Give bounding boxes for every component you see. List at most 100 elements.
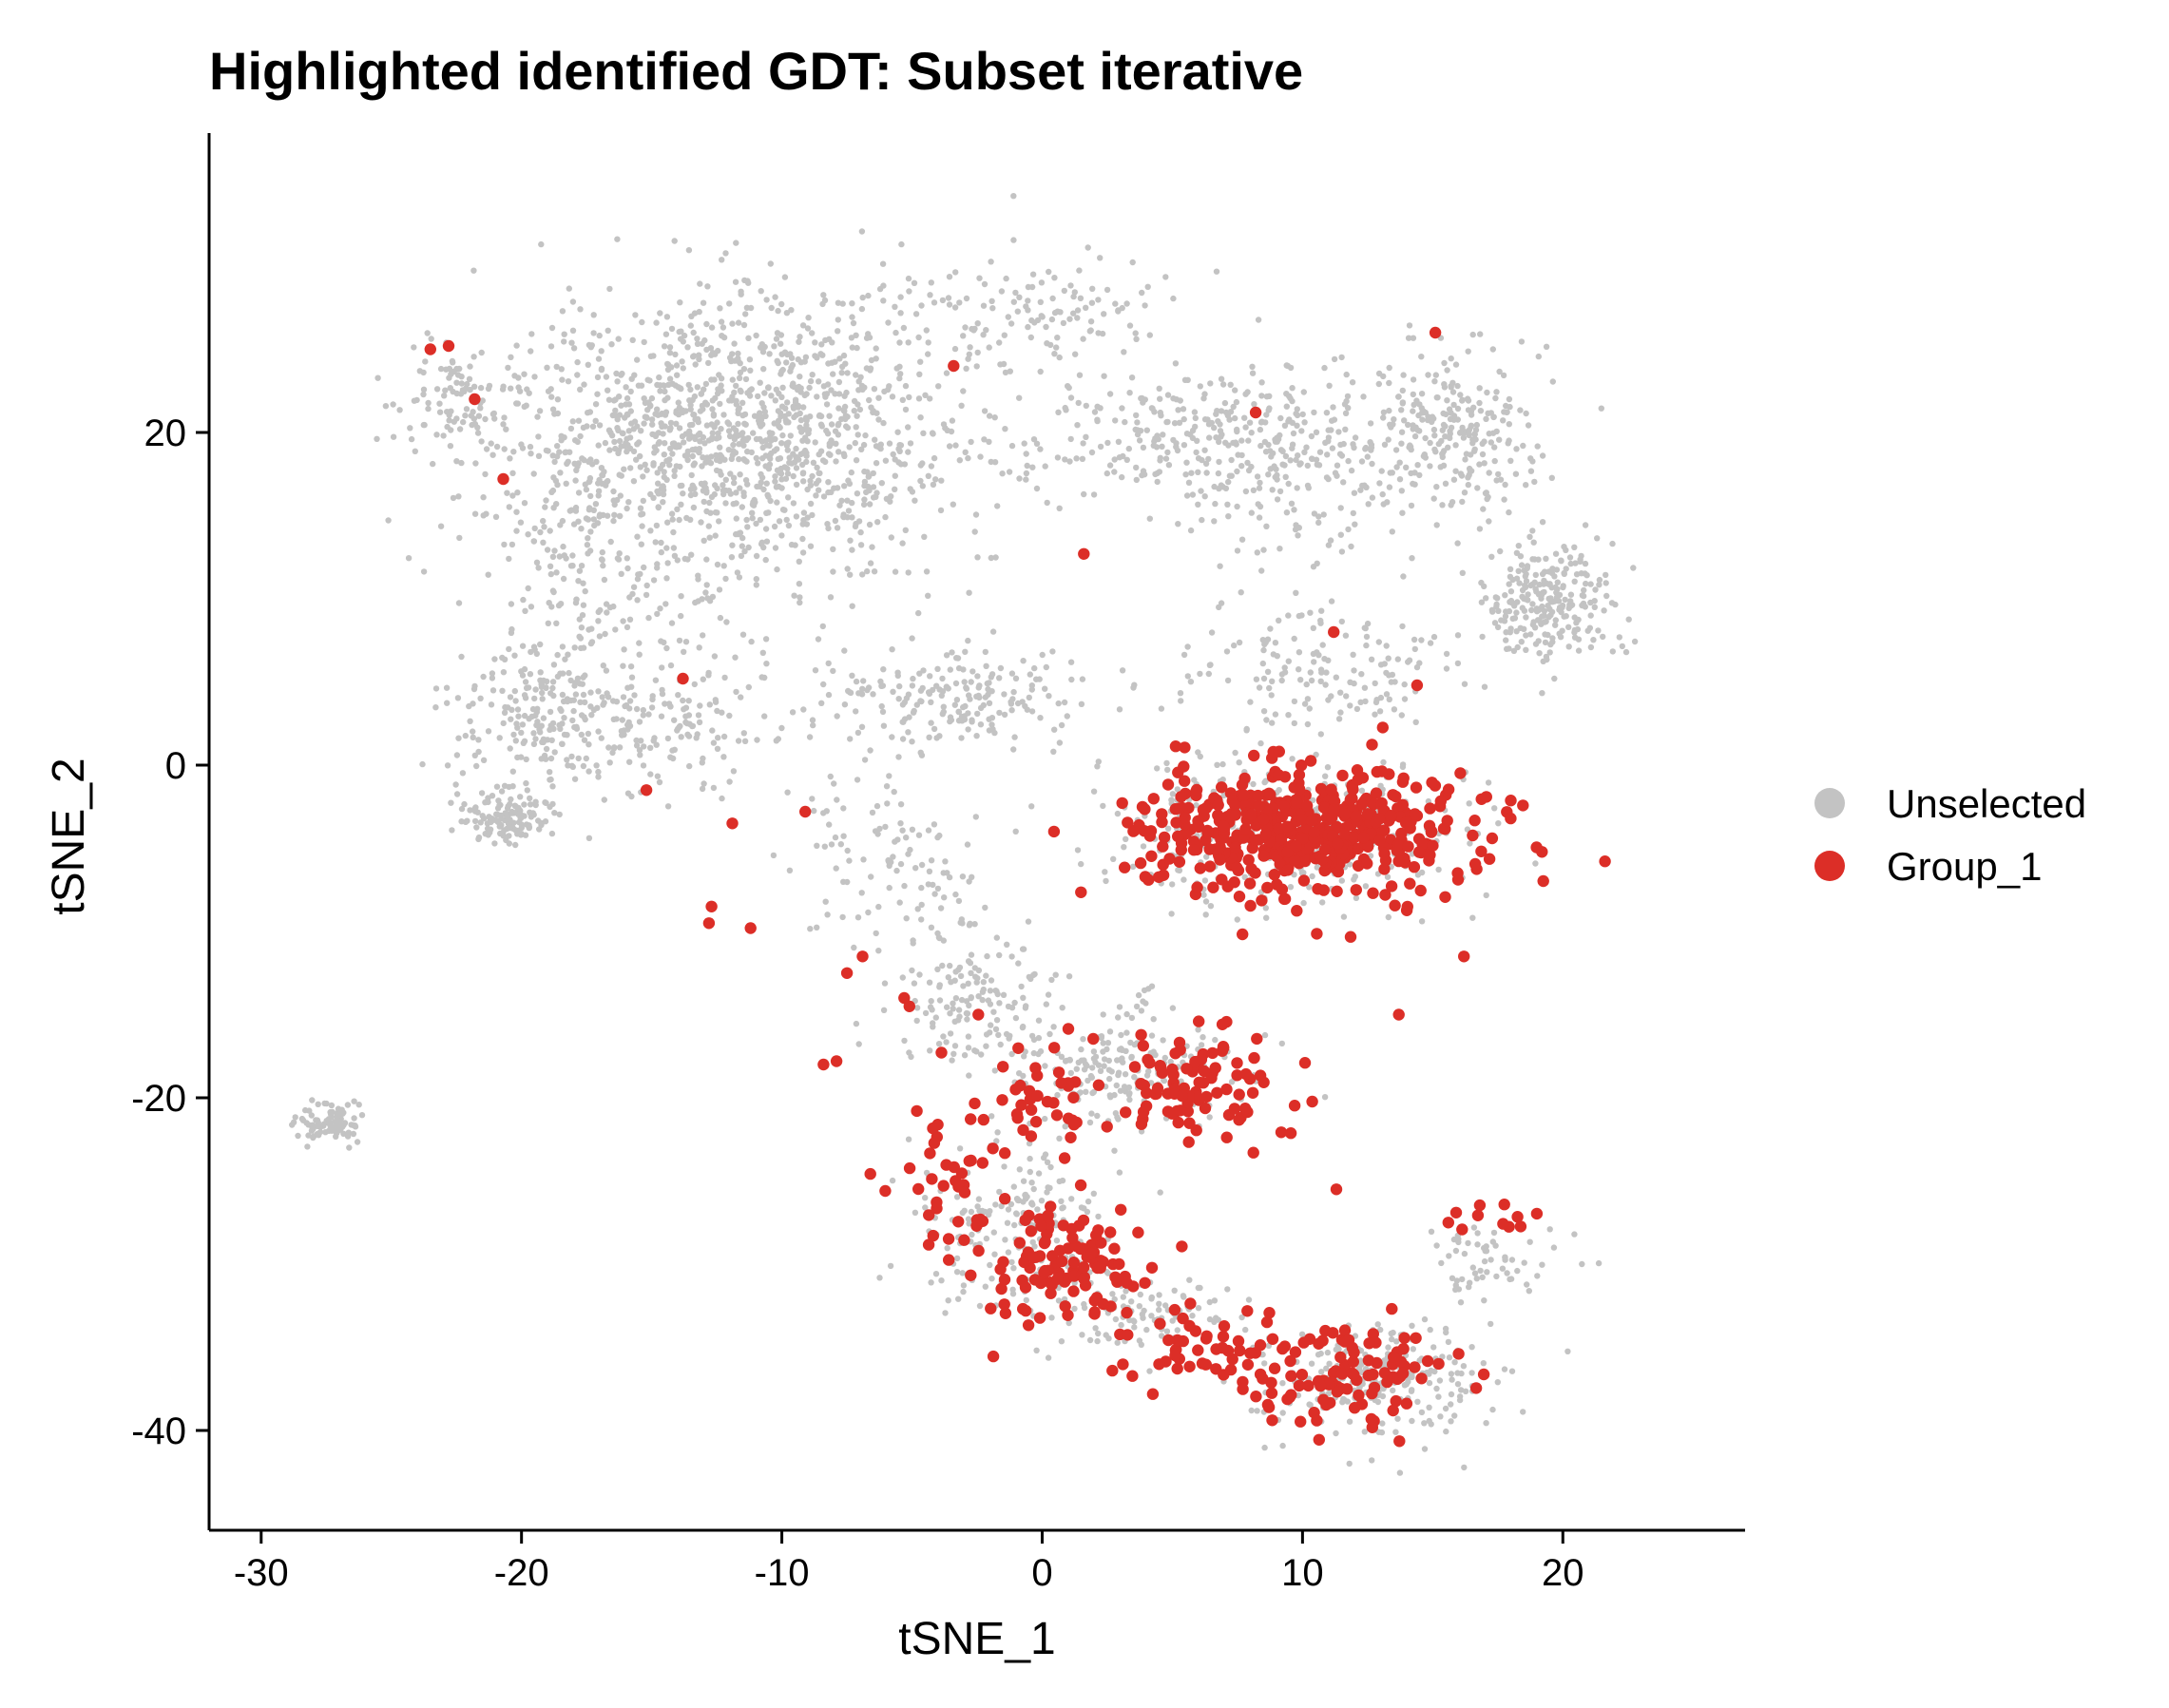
data-point (905, 275, 912, 282)
data-point (545, 448, 551, 454)
data-point (664, 735, 672, 742)
data-point (585, 361, 591, 368)
data-point (1452, 1247, 1460, 1255)
data-point (453, 390, 460, 397)
data-point (1228, 456, 1235, 464)
data-point (1406, 657, 1413, 663)
data-point (779, 432, 786, 439)
data-point (561, 338, 567, 345)
data-point (1539, 690, 1545, 697)
data-point (664, 360, 671, 368)
data-point (770, 852, 777, 859)
data-point (1392, 1429, 1399, 1435)
data-point (1509, 615, 1516, 623)
data-point (1232, 387, 1238, 393)
data-point (753, 520, 759, 528)
data-point (931, 891, 938, 897)
data-point (1358, 671, 1365, 678)
data-point (1521, 625, 1527, 632)
data-point (748, 386, 755, 393)
data-point (1083, 433, 1089, 440)
data-point (1104, 1040, 1112, 1046)
data-point (1552, 622, 1559, 628)
data-point (1187, 679, 1195, 685)
data-point (955, 897, 963, 905)
data-point (1362, 624, 1369, 632)
data-point (640, 762, 647, 769)
data-point (975, 1196, 983, 1202)
data-point (1045, 1354, 1052, 1361)
data-point (612, 412, 619, 418)
data-point (590, 507, 597, 513)
data-point (1228, 472, 1236, 479)
data-point (860, 501, 868, 509)
data-point (1562, 596, 1568, 604)
data-point (835, 299, 842, 306)
data-point (1065, 384, 1072, 392)
data-point (509, 470, 516, 476)
data-point (493, 443, 501, 451)
data-point (514, 400, 521, 407)
data-point (515, 384, 522, 391)
data-point (1330, 404, 1336, 411)
data-point (973, 363, 980, 370)
data-point (1385, 913, 1392, 921)
data-point (513, 720, 520, 727)
data-point (728, 554, 736, 561)
data-point (849, 300, 855, 307)
data-point (1299, 411, 1306, 418)
data-point (1448, 410, 1454, 416)
data-point (967, 344, 973, 351)
data-point (1048, 1315, 1055, 1321)
data-point (549, 553, 557, 560)
data-point (1442, 1325, 1449, 1333)
data-point (1045, 991, 1052, 998)
data-point (1086, 1336, 1094, 1344)
data-point (848, 335, 855, 341)
data-point (895, 696, 902, 702)
data-point (1081, 1300, 1087, 1308)
data-point (456, 426, 464, 432)
data-point (1546, 1226, 1553, 1233)
data-point (640, 706, 646, 714)
data-point (1230, 403, 1237, 411)
data-point (626, 758, 633, 765)
data-point (583, 486, 590, 493)
data-point (1214, 408, 1220, 414)
data-point (1150, 1016, 1157, 1023)
data-point (1486, 431, 1493, 437)
data-point (1539, 570, 1546, 578)
data-point (471, 510, 479, 517)
data-point (897, 371, 904, 377)
data-point (885, 319, 892, 326)
data-point (1126, 322, 1134, 329)
data-point (816, 477, 822, 484)
data-point (1255, 317, 1262, 323)
data-point (1554, 593, 1561, 601)
data-point (448, 799, 454, 806)
data-point (775, 736, 781, 742)
data-point (1294, 422, 1300, 429)
data-point (879, 708, 887, 716)
data-point (540, 715, 547, 721)
data-point (600, 562, 606, 569)
data-point (786, 867, 794, 873)
data-point (861, 496, 868, 503)
data-point (1491, 444, 1498, 451)
data-point (1195, 1305, 1202, 1312)
data-point (957, 972, 965, 980)
data-point (420, 369, 427, 376)
data-point (735, 420, 741, 428)
data-point (947, 1030, 954, 1037)
data-point (1119, 667, 1126, 674)
data-point (797, 334, 803, 340)
data-point (1630, 565, 1637, 571)
data-point (1526, 533, 1533, 540)
data-point (1248, 1407, 1255, 1414)
data-point (849, 344, 855, 351)
data-point (783, 419, 790, 426)
data-point (615, 450, 622, 456)
data-point (1238, 536, 1246, 543)
data-point (1162, 274, 1169, 280)
data-point (571, 723, 578, 731)
